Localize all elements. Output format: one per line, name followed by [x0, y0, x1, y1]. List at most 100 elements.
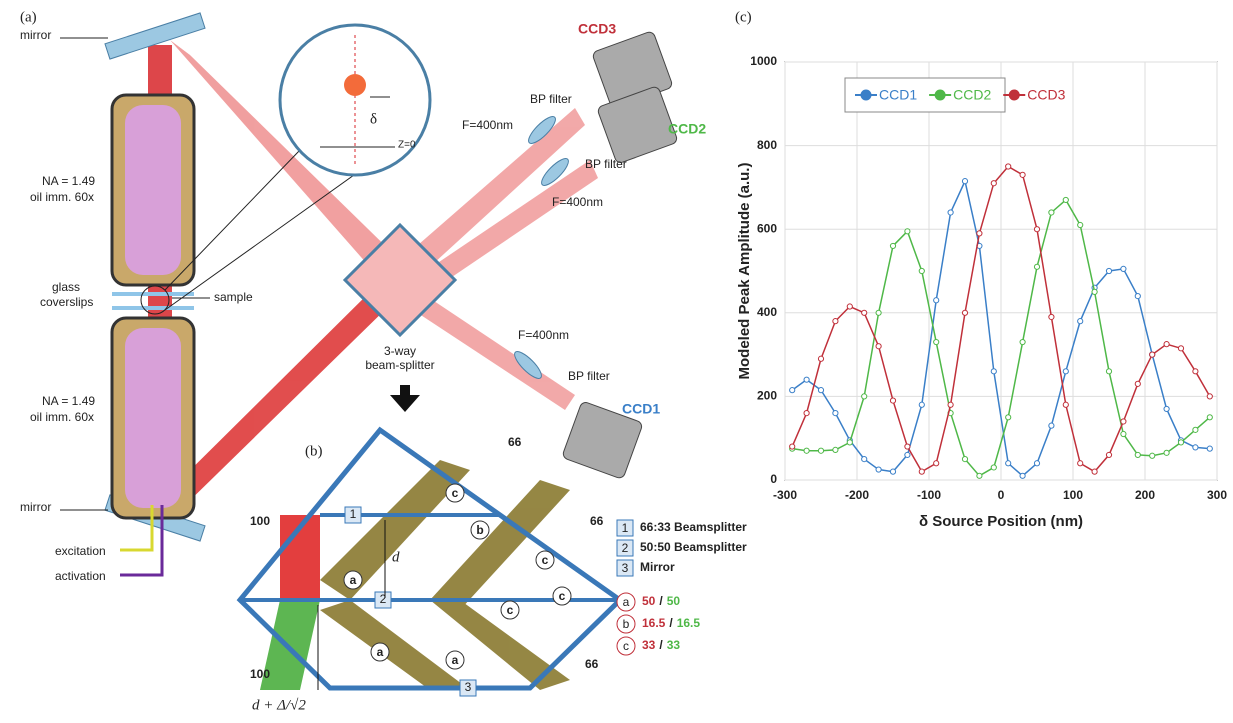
label: d + Δ/√2 — [252, 697, 306, 713]
point — [847, 440, 852, 445]
point — [1063, 197, 1068, 202]
label: BP filter — [530, 92, 572, 106]
point — [890, 469, 895, 474]
point — [934, 461, 939, 466]
legend-marker — [1009, 90, 1019, 100]
x-axis-label: δ Source Position (nm) — [919, 513, 1083, 530]
point — [1006, 461, 1011, 466]
point — [1078, 461, 1083, 466]
point — [905, 444, 910, 449]
panel-label: (a) — [20, 9, 37, 25]
label: coverslips — [40, 295, 93, 309]
key-text: 50:50 Beamsplitter — [640, 540, 747, 554]
label: beam-splitter — [365, 358, 434, 372]
point — [948, 210, 953, 215]
point — [1178, 346, 1183, 351]
point — [1078, 319, 1083, 324]
beam-tag-label: c — [559, 589, 566, 603]
point — [847, 304, 852, 309]
label: glass — [52, 280, 80, 294]
x-tick-label: 200 — [1135, 488, 1155, 502]
label: oil imm. 60x — [30, 190, 94, 204]
point — [1135, 452, 1140, 457]
camera — [562, 31, 679, 480]
point — [818, 356, 823, 361]
point — [905, 452, 910, 457]
ratio-key: b — [623, 617, 630, 631]
label: 2 — [380, 592, 387, 606]
label: δ — [370, 111, 377, 127]
legend-marker — [861, 90, 871, 100]
x-tick-label: 100 — [1063, 488, 1083, 502]
y-tick-label: 800 — [757, 138, 777, 152]
label: activation — [55, 569, 106, 583]
point — [1135, 293, 1140, 298]
point — [1106, 452, 1111, 457]
point — [1049, 314, 1054, 319]
x-tick-label: -100 — [917, 488, 941, 502]
point — [1063, 369, 1068, 374]
label: sample — [214, 290, 253, 304]
point — [1164, 406, 1169, 411]
legend-label: CCD1 — [879, 87, 917, 103]
objective — [112, 95, 194, 518]
beam-tag-label: a — [377, 645, 384, 659]
point — [1006, 164, 1011, 169]
point — [1121, 431, 1126, 436]
y-tick-label: 1000 — [750, 54, 777, 68]
point — [962, 310, 967, 315]
point — [991, 181, 996, 186]
ratio-part: 50 — [642, 594, 656, 608]
label: mirror — [20, 28, 51, 42]
point — [1049, 210, 1054, 215]
y-tick-label: 0 — [770, 472, 777, 486]
arrow — [390, 385, 420, 412]
key-text: 66:33 Beamsplitter — [640, 520, 747, 534]
y-axis-label: Modeled Peak Amplitude (a.u.) — [736, 163, 753, 380]
x-tick-label: -300 — [773, 488, 797, 502]
figure: (a) mirror mirror NA = 1.49 oil imm. 60x… — [0, 0, 1233, 718]
point — [919, 469, 924, 474]
point — [1164, 342, 1169, 347]
point — [1092, 289, 1097, 294]
point — [876, 467, 881, 472]
point — [1006, 415, 1011, 420]
label: 100 — [250, 667, 270, 681]
ratio-part: 16.5 — [677, 616, 701, 630]
ratio-part: 16.5 — [642, 616, 666, 630]
y-tick-label: 400 — [757, 305, 777, 319]
beam-tag-label: a — [452, 653, 459, 667]
x-tick-label: 0 — [998, 488, 1005, 502]
point — [1164, 450, 1169, 455]
point — [818, 388, 823, 393]
point — [833, 411, 838, 416]
point — [1121, 419, 1126, 424]
x-tick-label: 300 — [1207, 488, 1227, 502]
label: oil imm. 60x — [30, 410, 94, 424]
point — [1034, 264, 1039, 269]
point — [862, 394, 867, 399]
point — [818, 448, 823, 453]
ratio-part: / — [659, 638, 663, 652]
label: mirror — [20, 500, 51, 514]
point — [833, 319, 838, 324]
point — [934, 339, 939, 344]
point — [1020, 473, 1025, 478]
point — [934, 298, 939, 303]
ratio-part: 33 — [642, 638, 656, 652]
point — [1150, 453, 1155, 458]
point — [977, 473, 982, 478]
point — [790, 388, 795, 393]
ratio-part: / — [659, 594, 663, 608]
label: F=400nm — [462, 118, 513, 132]
ratio-part: / — [669, 616, 673, 630]
label: CCD1 — [622, 401, 660, 417]
point — [1207, 446, 1212, 451]
point — [890, 398, 895, 403]
point — [1121, 266, 1126, 271]
key: 2 — [622, 541, 629, 555]
point — [890, 243, 895, 248]
key: 3 — [622, 561, 629, 575]
